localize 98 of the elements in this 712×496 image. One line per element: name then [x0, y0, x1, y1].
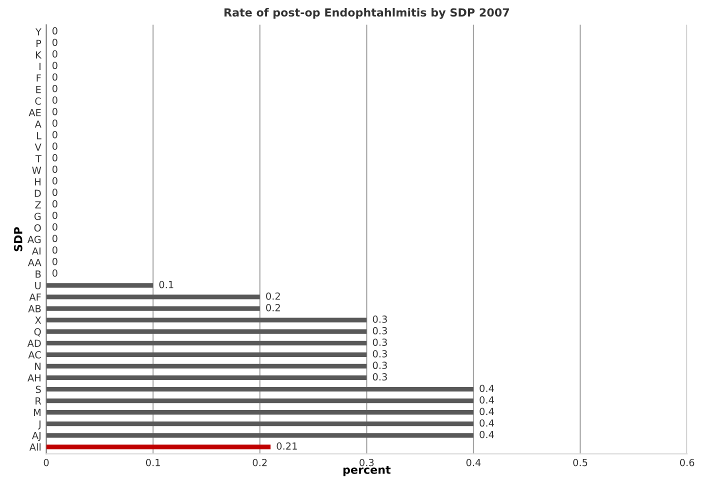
y-tick-label: F — [36, 74, 41, 82]
data-label: 0.3 — [372, 362, 387, 370]
y-tick-label: AA — [28, 258, 42, 266]
y-tick-label: T — [35, 155, 42, 162]
y-tick-label: G — [34, 212, 41, 220]
y-tick-label: AB — [28, 305, 41, 312]
bar — [46, 329, 367, 334]
data-label: 0.3 — [372, 338, 387, 346]
y-tick-label: AJ — [32, 432, 40, 442]
y-tick-label: AF — [29, 294, 41, 301]
data-label: 0.4 — [480, 396, 494, 404]
data-label: 0 — [52, 212, 58, 220]
y-tick-label: C — [35, 97, 41, 105]
bar — [46, 306, 260, 311]
y-tick-label: D — [34, 190, 41, 197]
y-tick-label: N — [35, 362, 40, 370]
y-tick-label: S — [36, 386, 41, 394]
bar — [46, 283, 154, 288]
y-tick-label: U — [35, 282, 41, 290]
data-label: 0.1 — [159, 280, 174, 288]
bar — [46, 433, 474, 438]
data-label: 0 — [52, 258, 58, 266]
y-tick-label: H — [35, 178, 40, 186]
data-label: 0.3 — [372, 350, 387, 358]
y-tick-label: AI — [32, 247, 40, 255]
bar — [46, 398, 474, 404]
y-tick-label: AC — [28, 351, 41, 358]
data-label: 0 — [52, 27, 58, 35]
data-label: 0 — [52, 119, 58, 127]
data-label: 0 — [52, 223, 58, 231]
chart-title: Rate of post-op Endophtahlmitis by SDP 2007 — [224, 8, 509, 19]
y-tick-label: AD — [27, 340, 41, 347]
data-label: 0 — [52, 96, 58, 104]
data-label: 0.4 — [480, 384, 494, 392]
y-tick-label: V — [34, 144, 42, 151]
y-tick-label: Y — [35, 28, 42, 36]
data-label: 0 — [52, 269, 58, 277]
x-tick-label: 0.6 — [680, 458, 694, 466]
bar — [46, 352, 367, 357]
x-tick-label: 0.3 — [360, 458, 374, 466]
y-tick-label: AG — [27, 236, 41, 244]
y-tick-label: L — [36, 132, 42, 140]
data-label: 0.4 — [480, 408, 494, 416]
data-label: 0.21 — [276, 442, 297, 450]
data-label: 0 — [52, 246, 58, 254]
y-tick-label: All — [29, 443, 41, 451]
data-label: 0 — [52, 200, 58, 208]
data-label: 0 — [52, 73, 58, 81]
bar — [46, 444, 271, 450]
y-tick-label: W — [32, 166, 42, 174]
data-label: 0 — [52, 142, 58, 150]
data-label: 0.2 — [266, 304, 280, 312]
y-tick-label: J — [38, 420, 40, 430]
data-label: 0 — [52, 62, 58, 70]
y-tick-label: A — [34, 120, 42, 128]
y-tick-label: Q — [34, 328, 41, 337]
y-tick-label: AE — [28, 109, 41, 116]
bar — [46, 410, 474, 415]
data-label: 0.3 — [372, 327, 387, 334]
y-tick-label: P — [36, 40, 42, 47]
data-label: 0 — [52, 38, 58, 46]
y-tick-label: B — [36, 270, 41, 278]
data-label: 0 — [52, 50, 58, 58]
data-label: 0.4 — [480, 419, 494, 427]
y-tick-label: AH — [28, 374, 40, 382]
data-label: 0.3 — [372, 373, 387, 381]
x-tick-label: 0.4 — [466, 458, 481, 466]
bar — [46, 375, 367, 380]
y-tick-label: M — [34, 408, 40, 416]
bar — [46, 318, 367, 322]
bar — [46, 422, 474, 426]
data-label: 0 — [52, 84, 58, 92]
bar — [46, 386, 474, 392]
x-tick-label: 0.1 — [146, 458, 160, 466]
y-tick-label: O — [34, 224, 41, 232]
y-axis-title: SDP — [14, 227, 22, 252]
x-tick-label: 0.2 — [252, 458, 267, 466]
data-label: 0 — [52, 166, 58, 173]
bar — [46, 294, 260, 300]
y-tick-label: Z — [35, 201, 41, 208]
data-label: 0 — [52, 234, 58, 242]
y-tick-label: R — [36, 397, 42, 404]
x-tick-label: 0 — [44, 458, 49, 466]
y-tick-label: X — [35, 316, 42, 324]
bar — [46, 364, 367, 368]
data-label: 0 — [52, 130, 58, 138]
bar — [46, 340, 367, 346]
data-label: 0.4 — [480, 430, 494, 438]
y-tick-label: K — [36, 51, 42, 58]
data-label: 0 — [52, 108, 58, 116]
data-label: 0.2 — [266, 292, 280, 300]
x-axis-title: percent — [343, 466, 391, 476]
x-tick-label: 0.5 — [573, 458, 588, 466]
y-tick-label: E — [36, 86, 41, 94]
data-label: 0 — [52, 188, 58, 196]
data-label: 0 — [52, 177, 58, 184]
data-label: 0 — [52, 154, 58, 162]
data-label: 0.3 — [372, 316, 387, 323]
